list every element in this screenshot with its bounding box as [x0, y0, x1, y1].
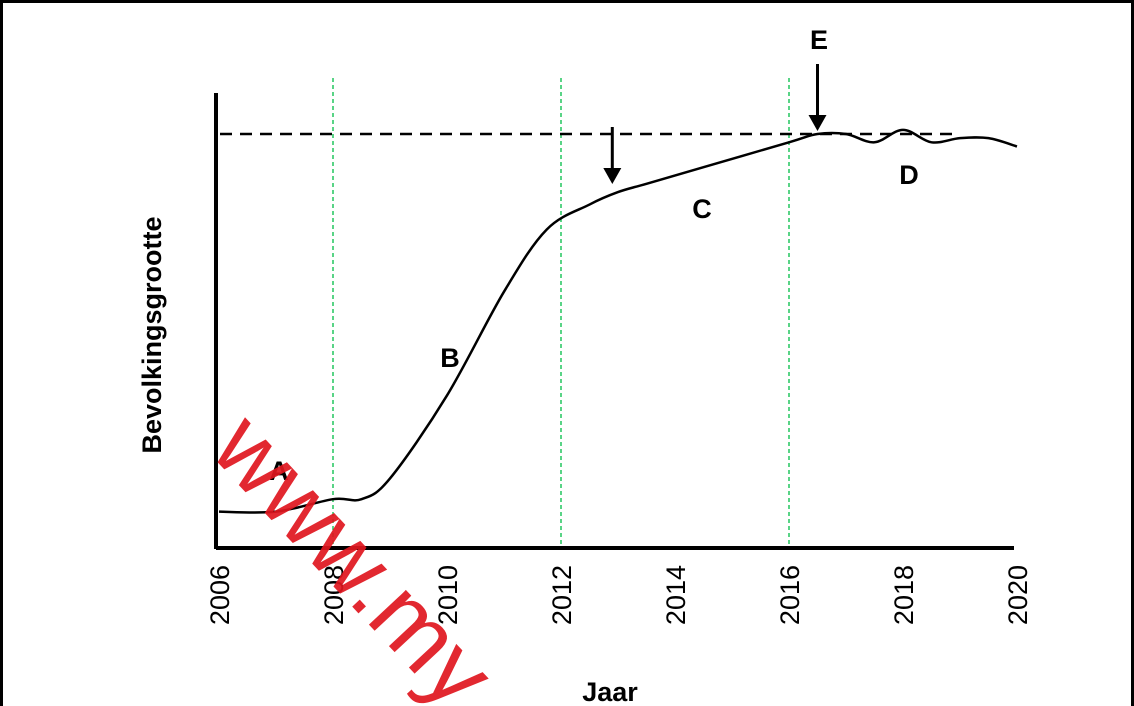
tick-label: 2010 — [433, 565, 463, 625]
region-label-a: A — [269, 456, 289, 486]
arrows — [603, 64, 827, 184]
axes — [214, 93, 1014, 550]
tick-label: 2016 — [775, 565, 805, 625]
tick-label: 2014 — [661, 565, 691, 625]
tick-label: 2008 — [319, 565, 349, 625]
arrow-e-head — [808, 115, 827, 131]
tick-label: 2012 — [547, 565, 577, 625]
region-label-b: B — [440, 343, 460, 373]
region-label-e: E — [810, 25, 828, 55]
tick-label: 2020 — [1003, 565, 1033, 625]
region-label-d: D — [899, 160, 919, 190]
region-labels: A B C D E — [269, 25, 919, 486]
tick-label: 2006 — [205, 565, 235, 625]
y-axis-title: Bevolkingsgrootte — [137, 216, 167, 453]
gridlines — [332, 78, 790, 548]
population-curve — [218, 128, 1018, 514]
region-label-c: C — [692, 194, 712, 224]
arrow-unlabeled-head — [603, 168, 622, 184]
x-tick-labels: 2006 2008 2010 2012 2014 2016 2018 2020 — [205, 565, 1033, 625]
tick-label: 2018 — [889, 565, 919, 625]
x-axis-title: Jaar — [582, 677, 638, 706]
